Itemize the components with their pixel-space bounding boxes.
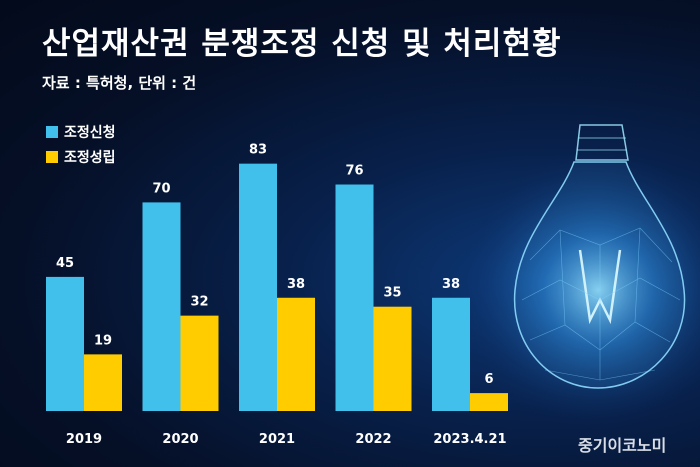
data-label-s1-3: 76 bbox=[345, 164, 363, 179]
x-tick-label-3: 2022 bbox=[355, 432, 391, 447]
x-tick-label-1: 2020 bbox=[162, 432, 198, 447]
source-note: 자료 : 특허청, 단위 : 건 bbox=[42, 74, 197, 92]
x-tick-label-4: 2023.4.21 bbox=[433, 432, 506, 447]
bar-s2-0 bbox=[84, 354, 122, 411]
data-label-s2-1: 32 bbox=[190, 295, 208, 310]
bar-s1-4 bbox=[432, 297, 470, 411]
data-label-s1-0: 45 bbox=[56, 256, 74, 271]
legend-item-series-1: 조정신청 bbox=[46, 122, 116, 142]
bar-s2-2 bbox=[277, 297, 315, 411]
legend-swatch-series-2 bbox=[46, 151, 58, 163]
legend-item-series-2: 조정성립 bbox=[46, 147, 116, 167]
bar-s2-3 bbox=[373, 306, 412, 411]
x-tick-label-2: 2021 bbox=[259, 432, 295, 447]
bar-s2-1 bbox=[180, 315, 219, 411]
data-label-s2-0: 19 bbox=[94, 333, 112, 348]
bar-s1-1 bbox=[142, 202, 181, 411]
x-tick-label-0: 2019 bbox=[66, 432, 102, 447]
data-label-s2-2: 38 bbox=[287, 277, 305, 292]
legend-label-series-1: 조정신청 bbox=[64, 125, 116, 141]
bar-s1-2 bbox=[239, 163, 277, 411]
data-label-s1-2: 83 bbox=[249, 143, 267, 158]
legend-swatch-series-1 bbox=[46, 126, 58, 138]
data-label-s2-3: 35 bbox=[383, 286, 401, 301]
bar-s1-0 bbox=[46, 276, 84, 411]
data-label-s1-4: 38 bbox=[442, 277, 460, 292]
chart-title: 산업재산권 분쟁조정 신청 및 처리현황 bbox=[42, 26, 562, 62]
data-label-s2-4: 6 bbox=[484, 372, 493, 387]
legend-label-series-2: 조정성립 bbox=[64, 150, 116, 166]
bar-s2-4 bbox=[470, 393, 508, 411]
watermark-logo: 중기이코노미 bbox=[578, 436, 667, 455]
data-label-s1-1: 70 bbox=[152, 181, 170, 196]
bar-s1-3 bbox=[335, 184, 374, 411]
